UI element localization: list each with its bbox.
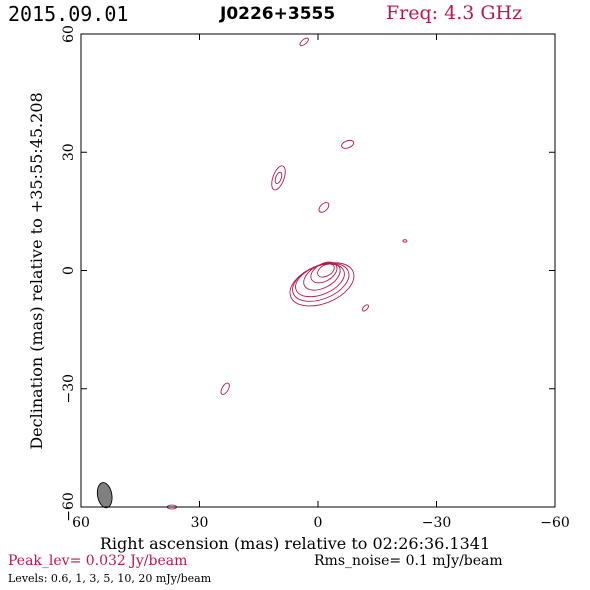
axis-ticks: [80, 33, 556, 508]
y-tick-label-2: 0: [61, 266, 77, 275]
component-contour-1: [341, 139, 355, 149]
x-tick-label-4: −60: [540, 515, 570, 531]
core-contour-4: [310, 261, 338, 284]
component-contour-6: [361, 304, 369, 312]
y-axis-label: Declination (mas) relative to +35:55:45.…: [27, 92, 46, 449]
peak-level: Peak_lev= 0.032 Jy/beam: [8, 553, 188, 569]
x-tick-label-3: −30: [422, 515, 452, 531]
contour-layer: [96, 37, 408, 510]
x-tick-label-2: 0: [314, 515, 323, 531]
core-contour-3: [303, 262, 341, 291]
source-name: J0226+3555: [220, 4, 336, 24]
y-tick-label-4: 60: [61, 25, 77, 43]
component-contour-4: [318, 202, 330, 213]
observing-frequency: Freq: 4.3 GHz: [386, 2, 523, 24]
x-tick-label-0: 60: [72, 515, 90, 531]
core-contour-5: [317, 263, 335, 278]
component-contour-2: [271, 165, 286, 191]
component-contour-0: [299, 37, 309, 47]
component-contour-5: [402, 239, 408, 243]
component-contour-7: [220, 382, 230, 395]
rms-noise: Rms_noise= 0.1 mJy/beam: [314, 553, 503, 569]
core-contour-0: [289, 262, 355, 307]
component-contour-3: [274, 171, 283, 184]
y-tick-label-0: −60: [61, 492, 77, 522]
epoch-date: 2015.09.01: [8, 2, 129, 26]
x-axis-label: Right ascension (mas) relative to 02:26:…: [100, 534, 490, 553]
tick-labels: 60 30 0 −30 −60 −60 −30 0 30 60: [61, 25, 570, 531]
x-tick-label-1: 30: [191, 515, 209, 531]
y-tick-label-1: −30: [61, 374, 77, 404]
contour-levels: Levels: 0.6, 1, 3, 5, 10, 20 mJy/beam: [8, 572, 212, 585]
restoring-beam: [96, 482, 113, 509]
y-tick-label-3: 30: [61, 143, 77, 161]
